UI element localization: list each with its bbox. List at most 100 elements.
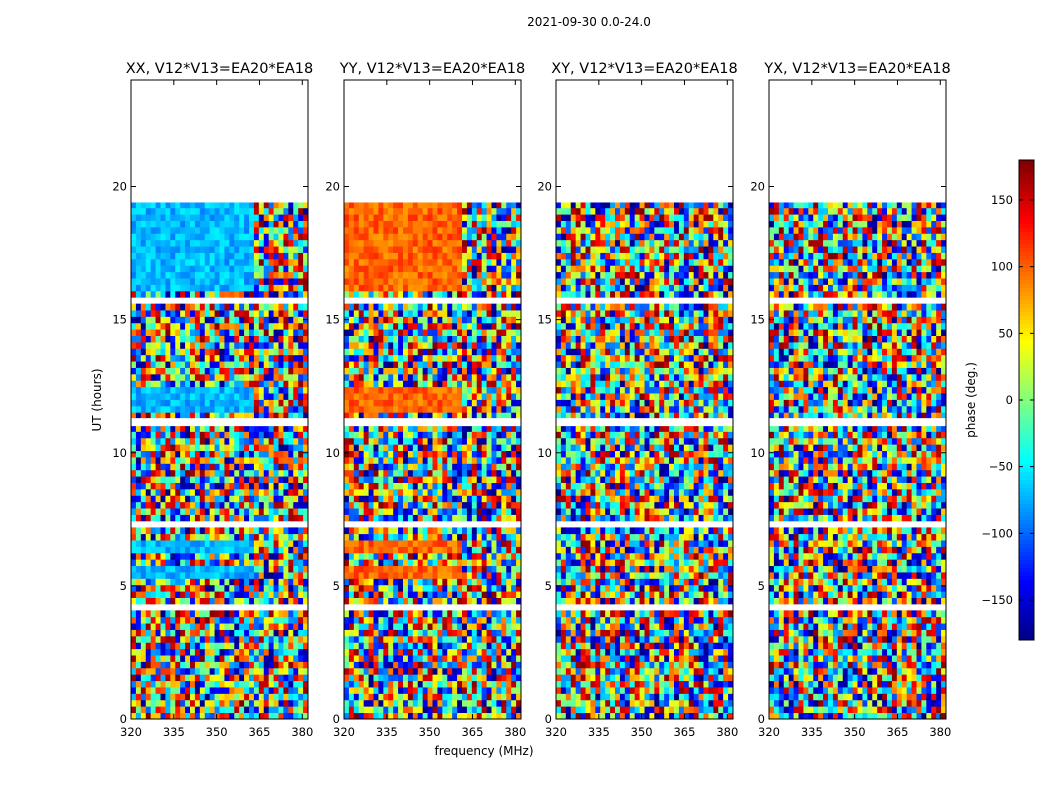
heatmap-cell	[491, 680, 497, 688]
heatmap-cell	[249, 265, 255, 273]
heatmap-cell	[358, 412, 365, 420]
heatmap-cell	[427, 546, 433, 554]
heatmap-cell	[398, 597, 404, 605]
heatmap-cell	[447, 488, 453, 496]
heatmap-cell	[452, 405, 458, 413]
heatmap-cell	[170, 482, 176, 490]
heatmap-cell	[432, 508, 438, 515]
heatmap-cell	[353, 310, 360, 317]
heatmap-cell	[422, 310, 428, 317]
heatmap-cell	[273, 635, 279, 643]
heatmap-cell	[501, 361, 507, 368]
heatmap-cell	[353, 552, 360, 560]
heatmap-cell	[293, 699, 299, 707]
heatmap-cell	[373, 565, 379, 573]
heatmap-cell	[393, 661, 399, 669]
heatmap-cell	[398, 552, 404, 560]
heatmap-cell	[283, 508, 289, 515]
heatmap-cell	[263, 341, 270, 349]
heatmap-cell	[194, 661, 201, 669]
heatmap-cell	[417, 578, 424, 586]
heatmap-cell	[437, 431, 443, 439]
heatmap-cell	[481, 591, 487, 598]
heatmap-cell	[239, 629, 245, 637]
heatmap-cell	[298, 463, 304, 471]
heatmap-cell	[273, 310, 279, 317]
heatmap-cell	[140, 623, 147, 630]
heatmap-cell	[185, 674, 191, 682]
heatmap-cell	[447, 635, 453, 643]
heatmap-cell	[373, 680, 379, 688]
heatmap-cell	[383, 322, 389, 330]
heatmap-cell	[476, 552, 483, 560]
heatmap-cell	[145, 329, 152, 336]
heatmap-cell	[422, 514, 428, 522]
heatmap-cell	[303, 552, 309, 560]
heatmap-cell	[511, 610, 517, 618]
heatmap-cell	[452, 648, 458, 656]
heatmap-cell	[253, 648, 260, 656]
heatmap-cell	[388, 437, 394, 445]
heatmap-cell	[368, 469, 374, 477]
heatmap-cell	[160, 348, 166, 356]
heatmap-cell	[293, 457, 299, 464]
heatmap-cell	[140, 565, 147, 573]
heatmap-cell	[303, 488, 309, 496]
heatmap-cell	[190, 207, 196, 215]
heatmap-cell	[219, 552, 225, 560]
heatmap-cell	[273, 220, 279, 228]
heatmap-cell	[506, 335, 512, 343]
heatmap-cell	[135, 616, 142, 624]
heatmap-cell	[214, 623, 220, 630]
heatmap-cell	[344, 552, 350, 560]
heatmap-cell	[353, 329, 360, 336]
heatmap-cell	[348, 431, 355, 439]
heatmap-cell	[358, 712, 365, 720]
heatmap-cell	[422, 380, 428, 388]
heatmap-cell	[442, 546, 448, 554]
heatmap-cell	[368, 578, 374, 586]
heatmap-cell	[155, 488, 161, 496]
heatmap-cell	[199, 642, 206, 650]
heatmap-cell	[481, 412, 487, 420]
heatmap-cell	[344, 712, 350, 720]
heatmap-cell	[393, 578, 399, 586]
heatmap-cell	[293, 591, 299, 598]
heatmap-cell	[398, 706, 404, 714]
heatmap-cell	[219, 469, 225, 477]
heatmap-cell	[403, 565, 409, 573]
heatmap-cell	[471, 329, 478, 336]
heatmap-cell	[263, 501, 270, 509]
heatmap-cell	[170, 597, 176, 605]
heatmap-cell	[145, 386, 152, 394]
heatmap-cell	[253, 661, 260, 669]
heatmap-cell	[348, 572, 355, 579]
heatmap-cell	[486, 373, 492, 381]
heatmap-cell	[373, 437, 379, 445]
heatmap-cell	[204, 712, 211, 720]
heatmap-cell	[135, 495, 142, 503]
heatmap-cell	[185, 648, 191, 656]
heatmap-cell	[219, 220, 225, 228]
heatmap-cell	[165, 584, 171, 592]
heatmap-cell	[204, 329, 211, 336]
heatmap-cell	[501, 457, 507, 464]
heatmap-cell	[407, 540, 414, 547]
heatmap-cell	[368, 495, 374, 503]
heatmap-cell	[249, 450, 255, 458]
heatmap-cell	[407, 565, 414, 573]
heatmap-cell	[239, 246, 245, 253]
heatmap-cell	[462, 572, 468, 579]
heatmap-cell	[462, 405, 468, 413]
heatmap-cell	[204, 527, 211, 535]
heatmap-cell	[298, 680, 304, 688]
heatmap-cell	[298, 597, 304, 605]
heatmap-cell	[209, 616, 215, 624]
heatmap-cell	[288, 252, 294, 260]
heatmap-cell	[427, 482, 433, 490]
heatmap-cell	[219, 214, 225, 221]
heatmap-cell	[150, 508, 156, 515]
heatmap-cell	[511, 335, 517, 343]
heatmap-cell	[368, 310, 374, 317]
heatmap-cell	[229, 214, 235, 221]
